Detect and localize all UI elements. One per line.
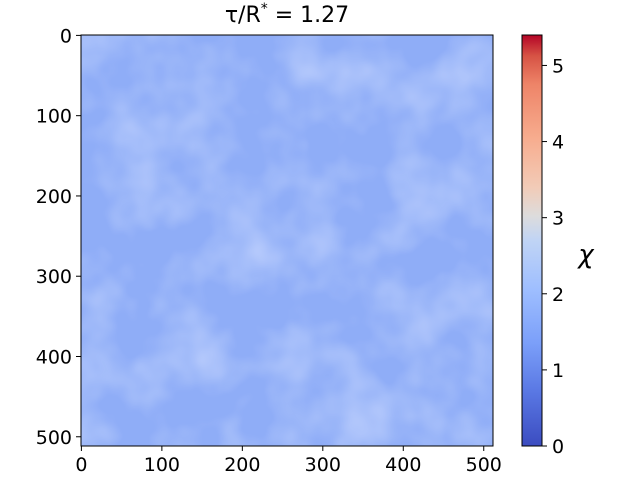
colorbar-tick-label: 1 [552,360,564,382]
y-tick-label: 400 [36,346,72,368]
y-tick-label: 300 [36,266,72,288]
plot-frame [80,34,494,447]
chart-title: τ/R* = 1.27 [225,1,349,28]
x-tick-label: 300 [305,454,341,476]
y-axis: 0 100 200 300 400 500 [36,25,81,449]
y-tick-label: 200 [36,186,72,208]
x-tick-label: 200 [224,454,260,476]
heatmap-image [80,34,494,447]
colorbar-ticks: 0 1 2 3 4 5 [542,55,564,458]
colorbar-gradient [521,34,543,447]
y-tick-label: 500 [36,427,72,449]
y-tick-label: 100 [36,106,72,128]
x-tick-label: 100 [144,454,180,476]
heatmap-texture [81,35,493,446]
colorbar-label: χ [576,240,595,270]
colorbar-tick-label: 4 [552,132,564,154]
y-tick-label: 0 [60,25,72,47]
colorbar-tick-label: 0 [552,436,564,458]
colorbar-tick-label: 2 [552,284,564,306]
colorbar: 0 1 2 3 4 5 χ [521,34,595,458]
x-tick-label: 500 [466,454,502,476]
x-axis: 0 100 200 300 400 500 [75,446,502,476]
x-tick-label: 400 [385,454,421,476]
colorbar-tick-label: 3 [552,208,564,230]
x-tick-label: 0 [75,454,87,476]
colorbar-tick-label: 5 [552,55,564,77]
